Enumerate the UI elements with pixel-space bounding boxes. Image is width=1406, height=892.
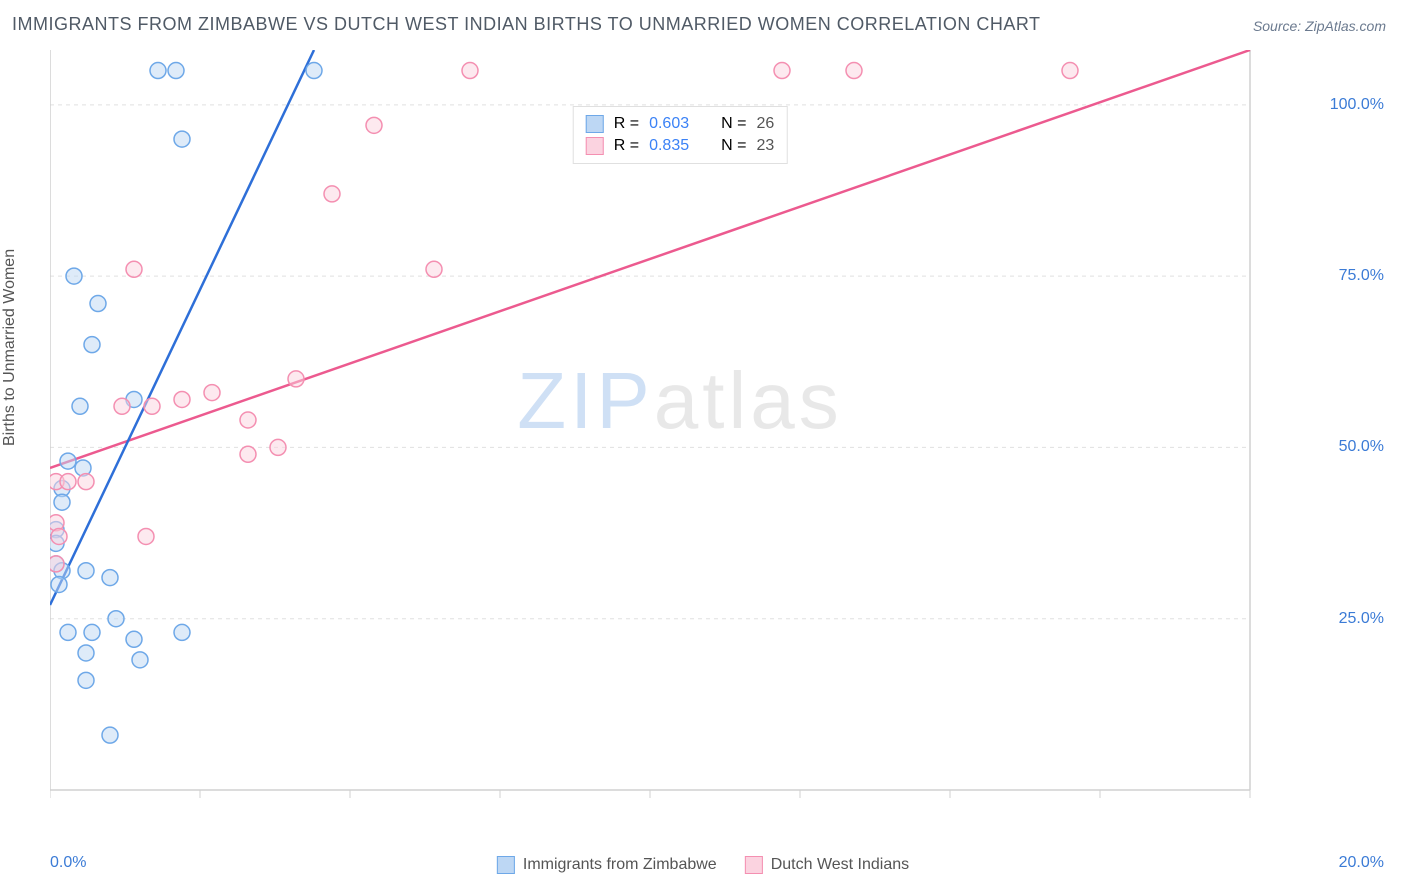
y-tick-label: 50.0% xyxy=(1339,438,1384,456)
legend-n-value-1: 23 xyxy=(756,137,774,155)
series-legend: Immigrants from Zimbabwe Dutch West Indi… xyxy=(497,856,909,874)
legend-n-value-0: 26 xyxy=(756,115,774,133)
legend-r-value-1: 0.835 xyxy=(649,137,689,155)
source-name: ZipAtlas.com xyxy=(1305,18,1386,34)
y-axis-label: Births to Unmarried Women xyxy=(1,249,19,446)
legend-swatch-1 xyxy=(586,137,604,155)
y-tick-label: 100.0% xyxy=(1330,96,1384,114)
source-attribution: Source: ZipAtlas.com xyxy=(1253,18,1386,34)
source-label: Source: xyxy=(1253,18,1305,34)
legend-r-label: R = xyxy=(614,115,639,133)
y-tick-label: 25.0% xyxy=(1339,610,1384,628)
legend-bottom-swatch-0 xyxy=(497,856,515,874)
legend-r-value-0: 0.603 xyxy=(649,115,689,133)
x-tick-last: 20.0% xyxy=(1339,854,1384,872)
chart-container: IMMIGRANTS FROM ZIMBABWE VS DUTCH WEST I… xyxy=(0,0,1406,892)
legend-swatch-0 xyxy=(586,115,604,133)
x-tick-first: 0.0% xyxy=(50,854,86,872)
legend-bottom-name-1: Dutch West Indians xyxy=(771,856,909,874)
chart-title: IMMIGRANTS FROM ZIMBABWE VS DUTCH WEST I… xyxy=(12,14,1041,35)
scatter-plot-svg xyxy=(50,50,1310,830)
legend-n-label: N = xyxy=(721,115,746,133)
legend-row-series-1: R = 0.835 N = 23 xyxy=(586,135,775,157)
legend-item-0: Immigrants from Zimbabwe xyxy=(497,856,717,874)
legend-r-label: R = xyxy=(614,137,639,155)
y-tick-label: 75.0% xyxy=(1339,267,1384,285)
chart-plot-area: ZIPatlas R = 0.603 N = 26 R = 0.835 N = … xyxy=(50,50,1310,830)
legend-n-label: N = xyxy=(721,137,746,155)
legend-row-series-0: R = 0.603 N = 26 xyxy=(586,113,775,135)
legend-item-1: Dutch West Indians xyxy=(745,856,909,874)
correlation-legend: R = 0.603 N = 26 R = 0.835 N = 23 xyxy=(573,106,788,164)
legend-bottom-swatch-1 xyxy=(745,856,763,874)
legend-bottom-name-0: Immigrants from Zimbabwe xyxy=(523,856,717,874)
